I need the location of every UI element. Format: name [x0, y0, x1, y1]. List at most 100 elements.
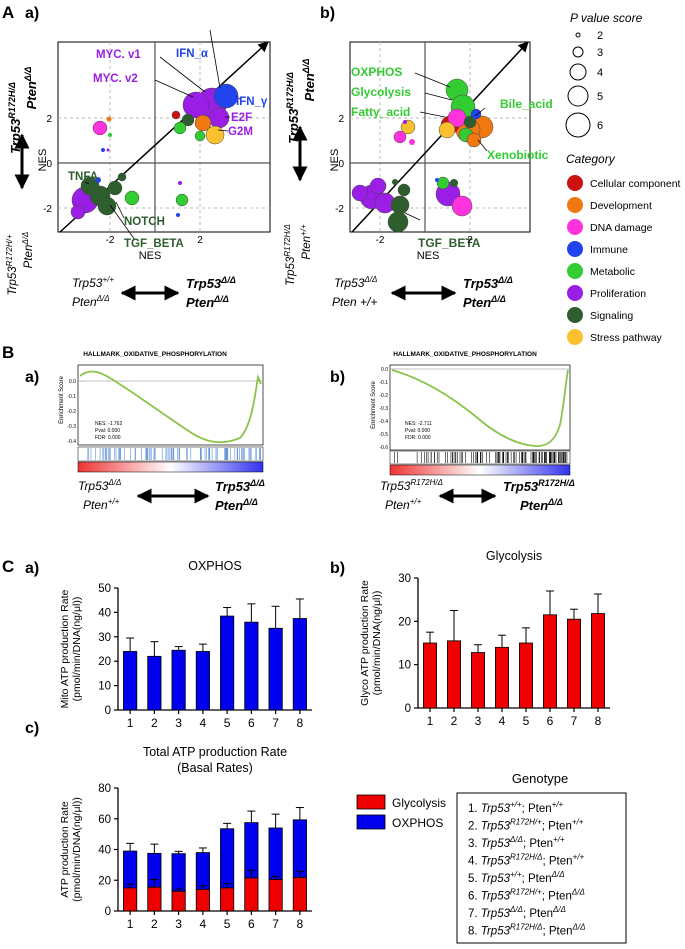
gsea-ylabel: Enrichment Score [59, 375, 65, 423]
tick-x: 2 [197, 235, 203, 246]
legend-oxphos: OXPHOS [392, 816, 443, 830]
y-axis-label-b: NES [329, 149, 341, 172]
x-tick-label: 6 [547, 714, 554, 728]
svg-text:-0.4: -0.4 [379, 419, 388, 425]
panel-label-Ca: a) [25, 560, 39, 577]
scatter-a: MYC. v1 MYC. v2 IFN_α IFN_γ E2F G2M TNFA… [37, 30, 270, 262]
x-tick-label: 2 [151, 917, 158, 931]
svg-text:Signaling: Signaling [590, 310, 633, 322]
label-notch: NOTCH [124, 216, 165, 228]
panel-label-Bb: b) [330, 369, 345, 386]
svg-text:Pten+/+: Pten+/+ [83, 497, 120, 512]
bubble [172, 111, 180, 119]
tick-x: -2 [106, 235, 115, 246]
bubble [467, 133, 481, 147]
svg-text:0.0: 0.0 [381, 367, 388, 373]
svg-text:0.0: 0.0 [69, 379, 76, 385]
panel-label-Cb: b) [330, 560, 345, 577]
bar-glycolysis [269, 879, 282, 911]
gsea-plot-b: HALLMARK_OXIDATIVE_PHOSPHORYLATION Enric… [371, 351, 570, 475]
y-tick-label: 50 [98, 583, 111, 595]
category-legend: Category Cellular component Development … [566, 152, 681, 345]
svg-text:Trp53Δ/Δ: Trp53Δ/Δ [215, 478, 265, 494]
panel-label-Cc: c) [25, 720, 39, 737]
b-right-y-labels: Trp53R172H/Δ PtenΔ/Δ Trp53R172H/Δ Pten+/… [283, 59, 317, 286]
x-tick-label: 4 [200, 917, 207, 931]
bubble [398, 184, 410, 196]
svg-text:P value score: P value score [570, 11, 643, 25]
a-left-x-labels: Trp53+/+ PtenΔ/Δ Trp53Δ/Δ PtenΔ/Δ [72, 275, 236, 310]
y-tick-label: 10 [98, 681, 111, 693]
svg-text:Trp53Δ/Δ: Trp53Δ/Δ [463, 275, 513, 291]
svg-text:PtenΔ/Δ: PtenΔ/Δ [23, 67, 39, 110]
bubble [370, 178, 386, 194]
y-axis-label: ATP production Rate [59, 801, 71, 898]
panel-label-A: A [2, 3, 14, 22]
chart-total-atp: Total ATP production Rate (Basal Rates) 0 2… [59, 745, 312, 931]
panel-label-Aa: a) [25, 5, 39, 22]
y-axis-label-units: (pmol/min/DNA(ng/μl)) [371, 591, 383, 696]
y-tick-label: 40 [98, 845, 111, 857]
gsea-a-xlabels: Trp53Δ/Δ Pten+/+ Trp53Δ/Δ PtenΔ/Δ [78, 478, 265, 513]
bar-oxphos [196, 853, 209, 890]
tick-x: 2 [467, 235, 473, 246]
bubble [394, 131, 406, 143]
label-myc-v2: MYC. v2 [93, 73, 138, 85]
svg-text:DNA damage: DNA damage [590, 222, 653, 234]
svg-text:2: 2 [597, 30, 603, 42]
x-tick-label: 7 [571, 714, 578, 728]
tick-x: -2 [376, 235, 385, 246]
label-ifn-g: IFN_γ [236, 96, 268, 108]
x-tick-label: 4 [499, 714, 506, 728]
gsea-b-xlabels: Trp53R172H/Δ Pten+/+ Trp53R172H/Δ PtenΔ/… [380, 478, 575, 513]
x-tick-label: 5 [523, 714, 530, 728]
chart-title: Total ATP production Rate [143, 745, 287, 759]
chart-title: Glycolysis [486, 549, 542, 563]
gsea-title-b: HALLMARK_OXIDATIVE_PHOSPHORYLATION [393, 351, 537, 358]
svg-text:PtenΔ/Δ: PtenΔ/Δ [463, 294, 506, 310]
x-axis-label-b: NES [417, 250, 440, 262]
svg-text:-0.3: -0.3 [379, 406, 388, 412]
svg-text:-0.2: -0.2 [67, 409, 76, 415]
svg-text:Category: Category [566, 152, 616, 166]
y-tick-label: 40 [98, 607, 111, 619]
svg-text:4: 4 [597, 67, 603, 79]
x-tick-label: 4 [200, 716, 207, 730]
tick-y: 2 [338, 114, 344, 125]
bar-glycolysis [123, 888, 136, 911]
bar-glycolysis [220, 888, 233, 911]
svg-text:Immune: Immune [590, 244, 628, 256]
chart-glycolysis: Glycolysis 0 10 20 30 Glyco ATP production Ra… [359, 549, 610, 728]
svg-text:NES: -1.762: NES: -1.762 [95, 421, 122, 427]
bar-glycolysis [245, 878, 258, 911]
bubble [450, 179, 458, 187]
chart-title: OXPHOS [188, 559, 242, 573]
svg-text:Stress pathway: Stress pathway [590, 332, 663, 344]
svg-text:PtenΔ/Δ: PtenΔ/Δ [520, 497, 563, 513]
bar [471, 653, 484, 708]
label-glycolysis: Glycolysis [351, 85, 411, 99]
bubble [174, 122, 186, 134]
x-tick-label: 1 [127, 917, 134, 931]
bar-glycolysis [172, 891, 185, 911]
gsea-ylabel-b: Enrichment Score [371, 380, 377, 428]
bubble [108, 181, 122, 195]
svg-text:Trp53Δ/Δ: Trp53Δ/Δ [78, 478, 121, 493]
bubble [388, 212, 408, 232]
svg-text:PtenΔ/Δ: PtenΔ/Δ [301, 59, 317, 102]
bubble [392, 179, 398, 185]
genotype-legend: Genotype 1. Trp53+/+; Pten+/+2. Trp53R17… [457, 771, 626, 943]
label-bile-acid: Bile_acid [500, 97, 553, 111]
pvalue-legend: P value score 2 3 4 5 6 [566, 11, 643, 137]
svg-text:Pten+/+: Pten+/+ [299, 224, 313, 260]
bubble [118, 173, 126, 181]
bubble [107, 117, 112, 122]
x-tick-label: 6 [248, 716, 255, 730]
svg-text:PtenΔ/Δ: PtenΔ/Δ [215, 497, 258, 513]
bar [567, 619, 580, 708]
bar-oxphos [172, 854, 185, 892]
bar-glycolysis [148, 887, 161, 911]
bubble [176, 194, 188, 206]
bubble [195, 131, 205, 141]
svg-text:6: 6 [597, 120, 603, 132]
